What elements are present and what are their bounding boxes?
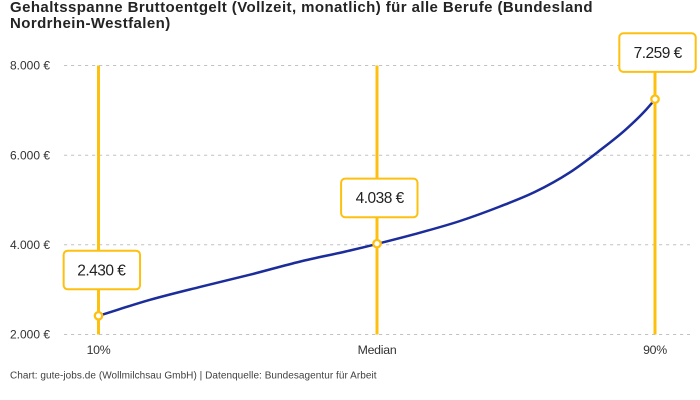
svg-text:7.259 €: 7.259 €: [634, 45, 683, 62]
svg-text:90%: 90%: [643, 343, 667, 357]
svg-text:Median: Median: [358, 343, 397, 357]
svg-text:10%: 10%: [87, 343, 111, 357]
svg-text:2.000 €: 2.000 €: [10, 328, 50, 342]
svg-text:6.000 €: 6.000 €: [10, 148, 50, 162]
svg-text:Chart: gute-jobs.de (Wollmilch: Chart: gute-jobs.de (Wollmilchsau GmbH) …: [10, 371, 377, 382]
svg-text:4.000 €: 4.000 €: [10, 238, 50, 252]
svg-text:2.430 €: 2.430 €: [77, 262, 126, 279]
svg-text:4.038 €: 4.038 €: [356, 190, 405, 207]
svg-text:8.000 €: 8.000 €: [10, 59, 50, 73]
